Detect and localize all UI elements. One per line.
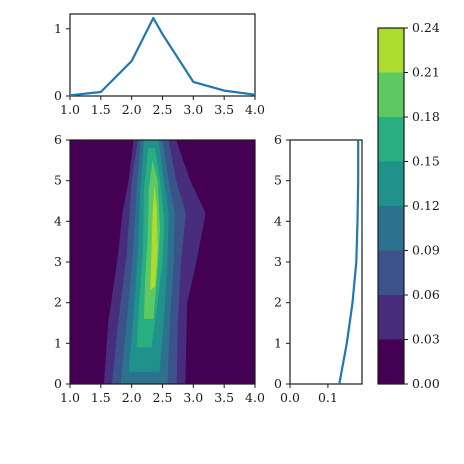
joint-y-tick-label: 5	[54, 173, 62, 188]
top-x-tick-label: 2.0	[122, 102, 142, 117]
right-marginal-curve	[338, 140, 360, 385]
right-y-tick-label: 5	[274, 173, 282, 188]
top-x-tick-label: 1.0	[60, 102, 80, 117]
contour-fill	[70, 140, 255, 384]
right-y-tick-label: 0	[274, 376, 282, 391]
joint-x-tick-label: 2.0	[122, 390, 142, 405]
colorbar-ticks: 0.00 0.03 0.06 0.09 0.12 0.15 0.18 0.21 0.24	[404, 20, 440, 391]
right-y-ticks: 0 1 2 3 4 5 6	[274, 132, 290, 391]
top-y-tick-label: 1	[54, 21, 62, 36]
joint-y-tick-label: 1	[54, 335, 62, 350]
right-x-tick-label: 0.1	[318, 390, 338, 405]
right-x-tick-label: 0.0	[280, 390, 300, 405]
top-x-tick-label: 3.0	[183, 102, 203, 117]
joint-x-tick-label: 1.0	[60, 390, 80, 405]
top-y-ticks: 01	[54, 21, 70, 103]
contour-level-7	[150, 184, 158, 291]
joint-y-tick-label: 3	[54, 254, 62, 269]
colorbar-band	[378, 206, 404, 251]
colorbar-bands	[378, 28, 404, 384]
colorbar-band	[378, 117, 404, 162]
joint-y-tick-label: 2	[54, 295, 62, 310]
colorbar-tick-label: 0.18	[412, 109, 440, 124]
top-marginal-frame	[69, 13, 256, 97]
colorbar-tick-label: 0.21	[412, 65, 440, 80]
top-x-tick-label: 1.5	[91, 102, 111, 117]
colorbar-tick-label: 0.12	[412, 198, 440, 213]
joint-x-tick-label: 1.5	[91, 390, 111, 405]
joint-x-tick-label: 4.0	[245, 390, 265, 405]
joint-x-tick-label: 2.5	[153, 390, 173, 405]
joint-panel: 1.0 1.5 2.0 2.5 3.0 3.5 4.0 0 1 2 3 4 5 6	[54, 132, 265, 405]
colorbar-band	[378, 339, 404, 384]
top-x-tick-label: 2.5	[153, 102, 173, 117]
top-x-ticks: 1.0 1.5 2.0 2.5 3.0 3.5 4.0	[60, 96, 265, 117]
top-y-tick-label: 0	[54, 88, 62, 103]
joint-y-tick-label: 0	[54, 376, 62, 391]
top-marginal-panel: 1.0 1.5 2.0 2.5 3.0 3.5 4.0 01	[54, 13, 265, 117]
colorbar-band	[378, 72, 404, 117]
colorbar-tick-label: 0.06	[412, 287, 440, 302]
joint-y-ticks: 0 1 2 3 4 5 6	[54, 132, 70, 391]
colorbar-tick-label: 0.00	[412, 376, 440, 391]
joint-x-tick-label: 3.5	[214, 390, 234, 405]
right-y-tick-label: 2	[274, 295, 282, 310]
colorbar-tick-label: 0.09	[412, 243, 440, 258]
top-x-tick-label: 3.5	[214, 102, 234, 117]
colorbar-tick-label: 0.03	[412, 332, 440, 347]
right-y-tick-label: 3	[274, 254, 282, 269]
colorbar-band	[378, 250, 404, 295]
colorbar-tick-label: 0.15	[412, 154, 440, 169]
joint-x-tick-label: 3.0	[183, 390, 203, 405]
joint-y-tick-label: 6	[54, 132, 62, 147]
right-y-tick-label: 6	[274, 132, 282, 147]
joint-x-ticks: 1.0 1.5 2.0 2.5 3.0 3.5 4.0	[60, 384, 265, 405]
right-x-ticks: 0.0 0.1	[280, 384, 338, 405]
top-x-tick-label: 4.0	[245, 102, 265, 117]
colorbar: 0.00 0.03 0.06 0.09 0.12 0.15 0.18 0.21 0.24	[377, 20, 440, 391]
colorbar-band	[378, 295, 404, 340]
right-y-tick-label: 1	[274, 335, 282, 350]
right-marginal-frame	[289, 139, 363, 385]
right-marginal-panel: 0.0 0.1 0 1 2 3 4 5 6	[274, 132, 363, 405]
right-y-tick-label: 4	[274, 213, 282, 228]
colorbar-tick-label: 0.24	[412, 20, 440, 35]
joint-y-tick-label: 4	[54, 213, 62, 228]
top-marginal-curve	[69, 16, 256, 97]
colorbar-band	[378, 28, 404, 73]
colorbar-band	[378, 161, 404, 206]
